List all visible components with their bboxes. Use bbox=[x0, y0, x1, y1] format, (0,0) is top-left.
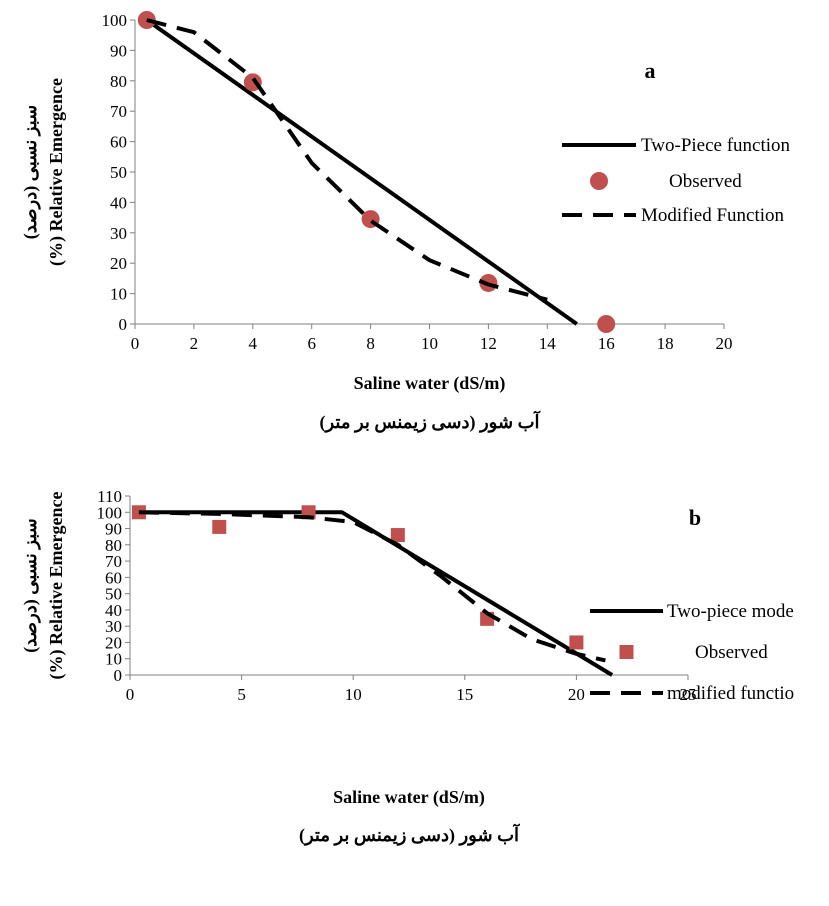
chart-a-legend-label-2: Modified Function bbox=[641, 205, 785, 226]
chart-b-y-tick-label: 30 bbox=[105, 617, 122, 636]
chart-a-y-tick-label: 20 bbox=[110, 254, 127, 273]
chart-b-x-tick-label: 15 bbox=[456, 685, 473, 704]
chart-a-x-tick-label: 6 bbox=[307, 334, 316, 353]
chart-a-y-axis-label: (%) Relative Emergence bbox=[46, 78, 67, 266]
chart-a-series-0-line bbox=[145, 18, 578, 326]
chart-b-legend-swatch-1 bbox=[619, 645, 634, 659]
chart-a-series-2-line bbox=[146, 18, 548, 302]
chart-a-x-axis-label-fa: آب شور (دسی زیمنس بر متر) bbox=[319, 410, 541, 433]
chart-b-y-tick-label: 20 bbox=[105, 633, 122, 652]
chart-b-series-1-point bbox=[390, 528, 405, 543]
chart-b-series-1-point bbox=[212, 519, 227, 534]
chart-b-legend-label-2: modified functio bbox=[667, 683, 794, 704]
chart-a-series-1-point bbox=[137, 11, 156, 29]
chart-a-x-tick-label: 10 bbox=[421, 334, 438, 353]
chart-b-y-tick-label: 100 bbox=[97, 503, 123, 522]
chart-a-x-tick-label: 2 bbox=[190, 334, 199, 353]
chart-a-panel-label: a bbox=[645, 58, 656, 83]
chart-b-y-axis-label: (%) Relative Emergence bbox=[46, 492, 67, 680]
chart-a-y-tick-label: 50 bbox=[110, 163, 127, 182]
chart-b-y-tick-label: 0 bbox=[114, 666, 123, 685]
chart-b-y-tick-label: 110 bbox=[97, 487, 122, 506]
chart-b-y-tick-label: 70 bbox=[105, 552, 122, 571]
chart-b-y-tick-label: 80 bbox=[105, 536, 122, 555]
chart-b-x-tick-label: 10 bbox=[345, 685, 362, 704]
chart-a-legend-label-0: Two-Piece function bbox=[641, 135, 791, 156]
chart-b-y-tick-label: 10 bbox=[105, 650, 122, 669]
chart-a-legend-label-1: Observed bbox=[669, 171, 742, 192]
chart-b-series-1-point bbox=[569, 635, 584, 650]
chart-a-legend-swatch-1 bbox=[590, 172, 608, 190]
chart-b-x-tick-label: 0 bbox=[126, 685, 135, 704]
chart-a-y-tick-label: 60 bbox=[110, 133, 127, 152]
chart-a-y-tick-label: 70 bbox=[110, 102, 127, 121]
chart-a-y-tick-label: 100 bbox=[102, 11, 128, 30]
chart-b-x-tick-label: 20 bbox=[568, 685, 585, 704]
chart-b-panel-label: b bbox=[689, 505, 701, 530]
chart-a-y-tick-label: 40 bbox=[110, 193, 127, 212]
chart-b-x-tick-label: 5 bbox=[237, 685, 246, 704]
chart-a-x-tick-label: 4 bbox=[249, 334, 258, 353]
chart-a-x-axis-label: Saline water (dS/m) bbox=[354, 373, 506, 394]
chart-a-x-tick-label: 14 bbox=[539, 334, 557, 353]
chart-b-legend-label-0: Two-piece mode bbox=[667, 601, 794, 622]
chart-a-y-tick-label: 80 bbox=[110, 72, 127, 91]
chart-b-series-2-line bbox=[138, 510, 606, 663]
chart-a-x-tick-label: 0 bbox=[131, 334, 140, 353]
chart-b-x-axis-label: Saline water (dS/m) bbox=[333, 787, 485, 808]
chart-b-x-axis-label-fa: آب شور (دسی زیمنس بر متر) bbox=[299, 823, 521, 846]
chart-a-x-tick-label: 18 bbox=[657, 334, 674, 353]
chart-a-x-tick-label: 16 bbox=[598, 334, 615, 353]
chart-a-x-tick-label: 12 bbox=[480, 334, 497, 353]
chart-a-y-tick-label: 0 bbox=[119, 315, 128, 334]
chart-b-x-tick-label: 25 bbox=[680, 685, 697, 704]
chart-b-y-tick-label: 90 bbox=[105, 520, 122, 539]
chart-a-x-tick-label: 20 bbox=[716, 334, 733, 353]
chart-a-x-tick-label: 8 bbox=[366, 334, 375, 353]
chart-a-y-axis-label-fa: سبز نسبی (درصد) bbox=[20, 105, 41, 239]
chart-b-y-tick-label: 50 bbox=[105, 585, 122, 604]
chart-b-y-tick-label: 40 bbox=[105, 601, 122, 620]
chart-a-y-tick-label: 90 bbox=[110, 41, 127, 60]
chart-b-legend-label-1: Observed bbox=[695, 642, 768, 663]
chart-a-y-tick-label: 30 bbox=[110, 224, 127, 243]
chart-b-y-axis-label-fa: سبز نسبی (درصد) bbox=[20, 518, 41, 652]
chart-a-series-1-point bbox=[597, 315, 616, 333]
chart-a-y-tick-label: 10 bbox=[110, 285, 127, 304]
chart-b-series-0-line bbox=[138, 510, 614, 677]
chart-b-y-tick-label: 60 bbox=[105, 568, 122, 587]
